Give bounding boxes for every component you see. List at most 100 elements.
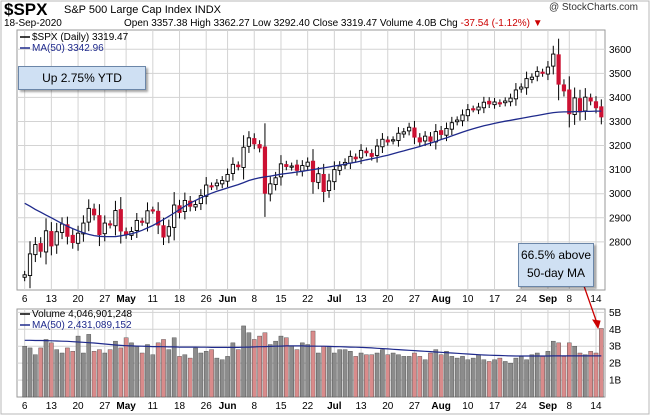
ytd-annotation: Up 2.75% YTD	[18, 66, 146, 90]
price-x-label: 15	[275, 294, 287, 305]
price-x-label: Jul	[327, 294, 342, 305]
price-x-label: 27	[409, 294, 421, 305]
volume-bar	[476, 354, 481, 398]
candle-body	[577, 98, 583, 113]
ohlc-stats: Open 3357.38 High 3362.27 Low 3292.40 Cl…	[124, 18, 543, 29]
volume-bar	[139, 352, 145, 398]
volume-bar	[369, 354, 375, 398]
price-ma50-line	[24, 110, 602, 238]
volume-bar	[59, 352, 65, 398]
volume-bar	[257, 335, 262, 398]
volume-bar	[460, 356, 465, 398]
price-tick-label: 3200	[609, 141, 632, 152]
volume-bar	[316, 352, 321, 398]
candle-body	[348, 155, 353, 164]
volume-bar	[593, 352, 599, 398]
candle-body	[214, 182, 219, 187]
volume-bar	[561, 356, 567, 398]
volume-bar	[470, 357, 476, 398]
candle-body	[412, 127, 417, 138]
candle-body	[364, 150, 369, 154]
volume-bar	[396, 354, 401, 398]
volume-bar	[550, 340, 556, 398]
volume-ma50-line	[24, 339, 602, 357]
candle-body	[465, 109, 470, 117]
chart-index-name: S&P 500 Large Cap Index INDX	[64, 4, 221, 16]
volume-bar	[588, 351, 593, 398]
exchange-text: INDX	[194, 4, 221, 16]
candle-body	[572, 97, 577, 115]
volume-bar	[150, 354, 156, 398]
candle-body	[59, 223, 65, 233]
close-label: Close	[312, 18, 339, 29]
candle-body	[353, 156, 358, 160]
volume-x-label: May	[116, 401, 136, 412]
volume-bar	[134, 346, 140, 398]
candle-body	[535, 70, 540, 77]
chg-down-arrow-icon: ▼	[532, 18, 543, 29]
candle-body	[513, 89, 519, 100]
price-tick-label: 3300	[609, 117, 632, 128]
volume-bar	[91, 351, 97, 398]
candle-body	[134, 219, 139, 231]
candle-body	[166, 226, 171, 237]
volume-bar	[497, 357, 503, 398]
open-label: Open	[124, 18, 149, 29]
candle-body	[305, 161, 310, 167]
candle-body	[396, 132, 401, 141]
candle-body	[599, 106, 604, 118]
candle-body	[54, 231, 59, 246]
candle-body	[118, 209, 123, 232]
volume-bar	[123, 337, 129, 398]
price-x-label: Jun	[219, 294, 237, 305]
volume-bar	[214, 357, 220, 398]
volume-x-label: 17	[489, 401, 501, 412]
volume-bar	[177, 356, 182, 398]
volume-bar	[556, 342, 561, 398]
volume-bar	[567, 342, 572, 398]
candle-body	[145, 210, 150, 224]
volume-bar	[187, 357, 193, 398]
price-tick-label: 3500	[609, 69, 632, 80]
price-x-label: Aug	[431, 294, 450, 305]
price-legend-label: $SPX (Daily) 3319.47	[32, 32, 129, 43]
volume-x-label: 20	[382, 401, 394, 412]
candle-body	[593, 101, 599, 109]
price-x-label: 27	[99, 294, 111, 305]
price-tick-label: 2900	[609, 213, 632, 224]
volume-bar	[54, 349, 59, 398]
candle-body	[22, 274, 27, 278]
volume-bar	[326, 346, 332, 398]
candle-body	[369, 153, 374, 157]
volume-bar	[583, 354, 588, 398]
price-x-label: 22	[302, 294, 314, 305]
price-tick-label: 3600	[609, 45, 632, 56]
volume-tick-label: 2B	[609, 359, 622, 370]
volume-bar	[417, 356, 423, 398]
volume-x-label: Jun	[219, 401, 237, 412]
volume-bar	[310, 330, 316, 398]
volume-bar	[444, 351, 449, 398]
candle-body	[161, 225, 166, 238]
volume-bar	[529, 354, 535, 398]
candle-body	[497, 102, 502, 105]
volume-bar	[198, 352, 204, 398]
candle-body	[65, 224, 70, 237]
candle-body	[487, 100, 492, 105]
volume-x-label: 27	[99, 401, 111, 412]
volume-x-label: 13	[46, 401, 58, 412]
chg-label: Chg	[439, 18, 458, 29]
candle-body	[476, 106, 481, 111]
volume-x-label: 22	[302, 401, 314, 412]
candle-body	[284, 164, 289, 167]
candle-body	[172, 204, 177, 228]
volume-bar	[75, 335, 81, 398]
candle-body	[460, 114, 465, 122]
candle-body	[540, 71, 545, 74]
candle-body	[471, 108, 476, 111]
price-x-label: May	[116, 294, 136, 305]
brand-watermark[interactable]: @ StockCharts.com	[548, 2, 638, 13]
volume-x-label: 13	[355, 401, 367, 412]
candle-body	[358, 149, 364, 159]
low-label: Low	[252, 18, 271, 29]
